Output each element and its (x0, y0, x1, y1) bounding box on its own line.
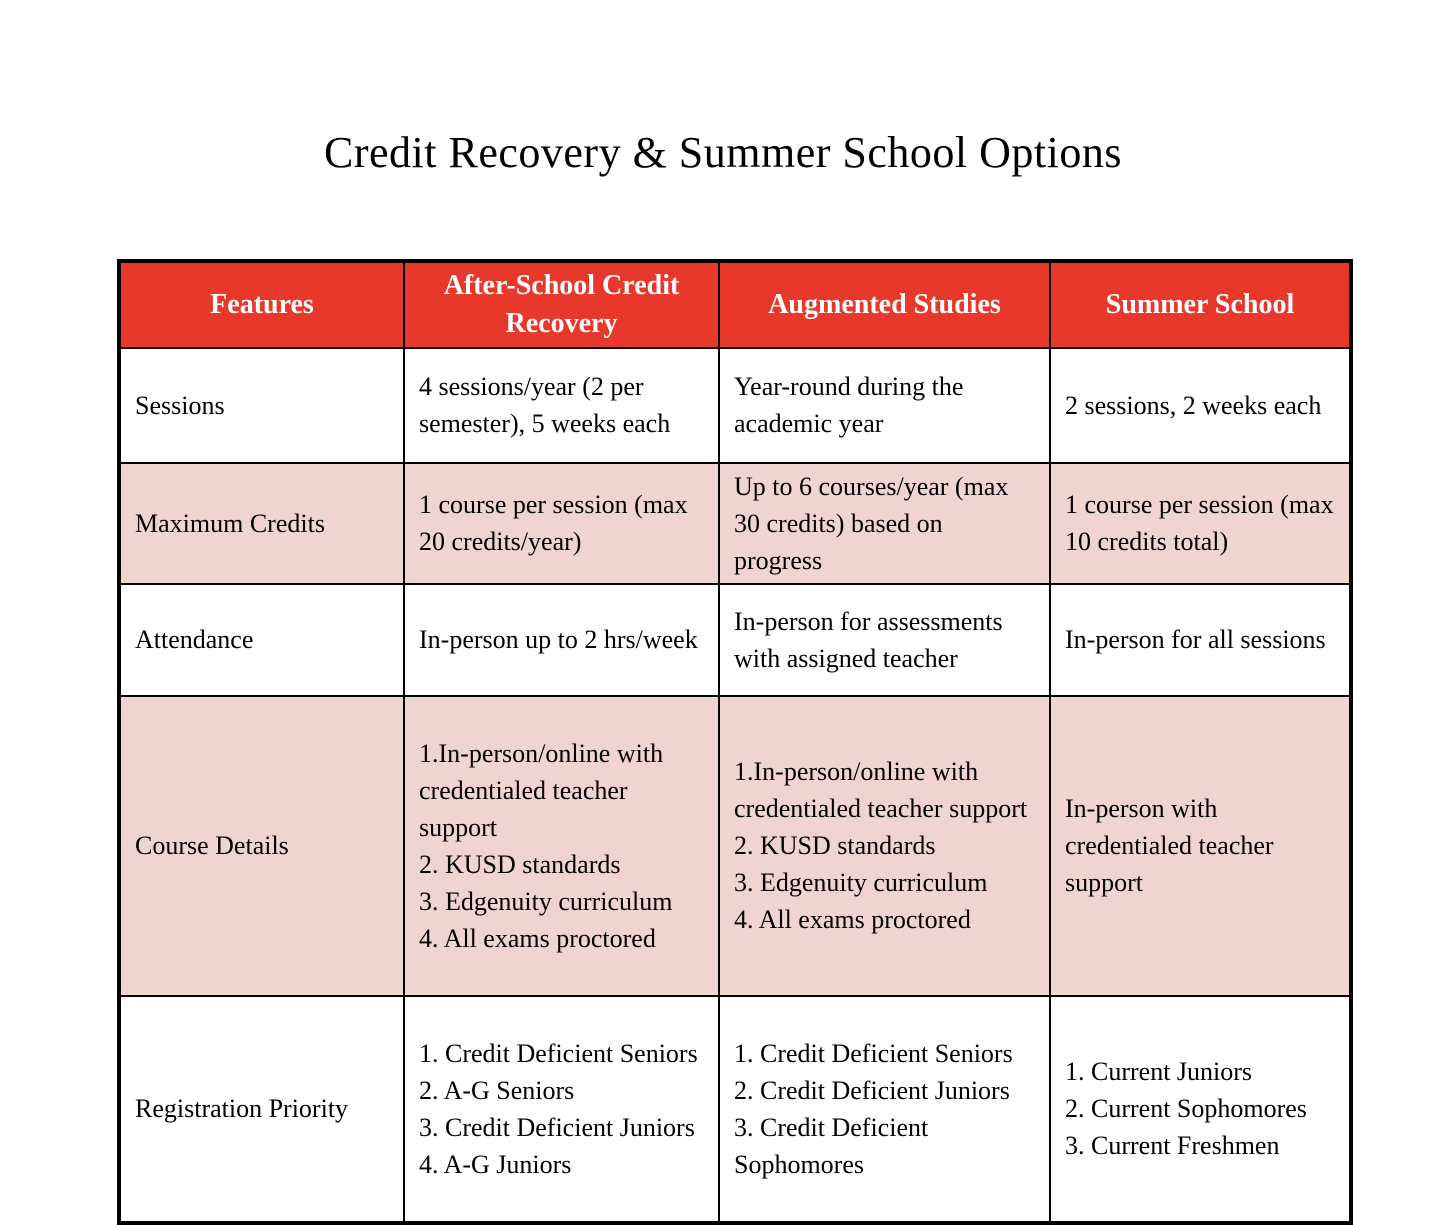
table-cell: Up to 6 courses/year (max 30 credits) ba… (718, 461, 1051, 585)
row-header-registration-priority: Registration Priority (118, 994, 405, 1224)
row-header-maximum-credits: Maximum Credits (118, 461, 405, 585)
table-header-row: Features After-School Credit Recovery Au… (118, 260, 1352, 349)
row-header-course-details: Course Details (118, 694, 405, 997)
column-header-augmented-studies: Augmented Studies (718, 260, 1051, 349)
table-row-registration-priority: Registration Priority 1. Credit Deficien… (118, 994, 1352, 1224)
column-header-summer-school: Summer School (1049, 260, 1352, 349)
table-cell: In-person for all sessions (1049, 582, 1352, 697)
table-cell: 1.In-person/online with credentialed tea… (718, 694, 1051, 997)
table-cell: In-person for assessments with assigned … (718, 582, 1051, 697)
table-row-maximum-credits: Maximum Credits 1 course per session (ma… (118, 461, 1352, 585)
table-cell: Year-round during the academic year (718, 346, 1051, 464)
table-cell: 1. Credit Deficient Seniors 2. A-G Senio… (403, 994, 720, 1224)
table-cell: 1 course per session (max 10 credits tot… (1049, 461, 1352, 585)
table-cell: 1 course per session (max 20 credits/yea… (403, 461, 720, 585)
table-cell: 1. Credit Deficient Seniors 2. Credit De… (718, 994, 1051, 1224)
row-header-attendance: Attendance (118, 582, 405, 697)
column-header-features: Features (118, 260, 405, 349)
table-cell: 2 sessions, 2 weeks each (1049, 346, 1352, 464)
table-row-attendance: Attendance In-person up to 2 hrs/week In… (118, 582, 1352, 697)
column-header-after-school-credit-recovery: After-School Credit Recovery (403, 260, 720, 349)
table-cell: 4 sessions/year (2 per semester), 5 week… (403, 346, 720, 464)
page-title: Credit Recovery & Summer School Options (324, 128, 1122, 178)
table-row-sessions: Sessions 4 sessions/year (2 per semester… (118, 346, 1352, 464)
table-cell: In-person with credentialed teacher supp… (1049, 694, 1352, 997)
table-row-course-details: Course Details 1.In-person/online with c… (118, 694, 1352, 997)
table-cell: 1. Current Juniors 2. Current Sophomores… (1049, 994, 1352, 1224)
row-header-sessions: Sessions (118, 346, 405, 464)
table-cell: 1.In-person/online with credentialed tea… (403, 694, 720, 997)
credit-recovery-options-table: Features After-School Credit Recovery Au… (117, 259, 1353, 1225)
table-cell: In-person up to 2 hrs/week (403, 582, 720, 697)
